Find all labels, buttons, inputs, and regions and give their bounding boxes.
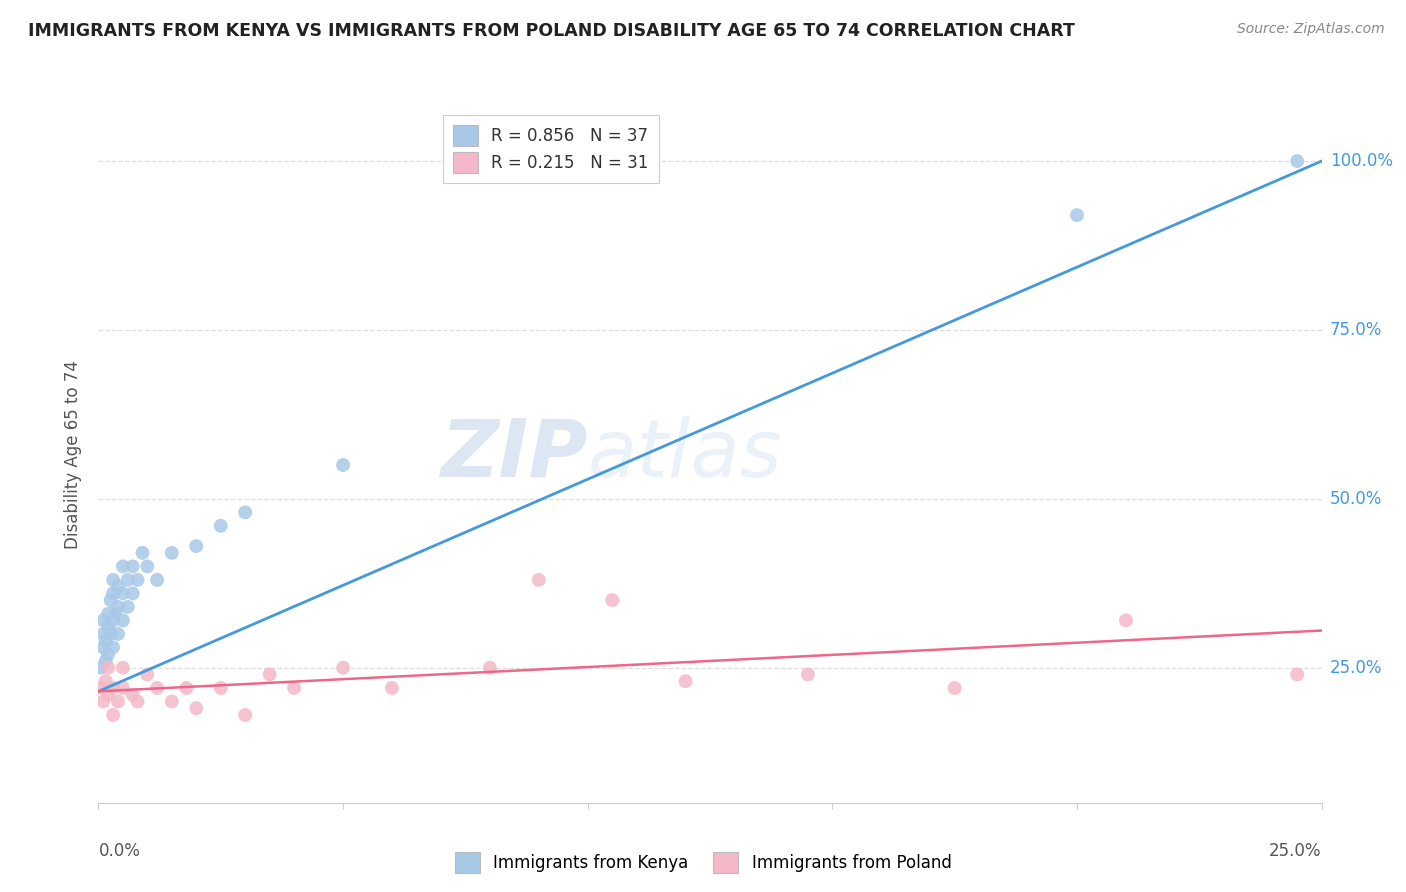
Point [943, 681, 966, 695]
Point [146, 681, 169, 695]
Point [104, 607, 127, 621]
Point [160, 694, 183, 708]
Point [259, 667, 281, 681]
Point [91, 627, 114, 641]
Point [111, 661, 134, 675]
Point [90, 681, 112, 695]
Point [121, 586, 143, 600]
Y-axis label: Disability Age 65 to 74: Disability Age 65 to 74 [65, 360, 83, 549]
Point [1115, 614, 1137, 628]
Point [146, 573, 169, 587]
Point [127, 573, 149, 587]
Point [600, 593, 623, 607]
Point [797, 667, 820, 681]
Point [127, 694, 149, 708]
Point [97, 607, 120, 621]
Point [233, 505, 256, 519]
Point [101, 586, 124, 600]
Text: ZIP: ZIP [440, 416, 588, 494]
Point [332, 661, 354, 675]
Point [283, 681, 305, 695]
Point [100, 593, 122, 607]
Text: IMMIGRANTS FROM KENYA VS IMMIGRANTS FROM POLAND DISABILITY AGE 65 TO 74 CORRELAT: IMMIGRANTS FROM KENYA VS IMMIGRANTS FROM… [28, 22, 1076, 40]
Point [527, 573, 550, 587]
Point [97, 688, 120, 702]
Text: Source: ZipAtlas.com: Source: ZipAtlas.com [1237, 22, 1385, 37]
Point [233, 708, 256, 723]
Point [97, 620, 120, 634]
Point [121, 559, 143, 574]
Point [107, 599, 129, 614]
Point [1286, 667, 1309, 681]
Point [117, 599, 139, 614]
Point [381, 681, 404, 695]
Legend: Immigrants from Kenya, Immigrants from Poland: Immigrants from Kenya, Immigrants from P… [449, 846, 957, 880]
Point [94, 654, 117, 668]
Point [94, 674, 117, 689]
Point [675, 674, 697, 689]
Point [136, 667, 159, 681]
Point [101, 573, 124, 587]
Point [94, 633, 117, 648]
Point [111, 614, 134, 628]
Point [101, 708, 124, 723]
Point [91, 640, 114, 655]
Point [117, 573, 139, 587]
Point [107, 694, 129, 708]
Text: 100.0%: 100.0% [1330, 152, 1393, 170]
Point [100, 627, 122, 641]
Text: 75.0%: 75.0% [1330, 321, 1382, 339]
Point [101, 640, 124, 655]
Point [90, 661, 112, 675]
Point [111, 586, 134, 600]
Point [101, 681, 124, 695]
Point [101, 614, 124, 628]
Text: 50.0%: 50.0% [1330, 490, 1382, 508]
Text: 0.0%: 0.0% [98, 842, 141, 860]
Point [160, 546, 183, 560]
Point [111, 681, 134, 695]
Point [131, 546, 153, 560]
Point [478, 661, 501, 675]
Point [97, 647, 120, 661]
Text: atlas: atlas [588, 416, 783, 494]
Point [1286, 154, 1309, 169]
Point [107, 580, 129, 594]
Point [186, 539, 208, 553]
Point [97, 661, 120, 675]
Point [91, 694, 114, 708]
Point [121, 688, 143, 702]
Point [209, 519, 232, 533]
Point [186, 701, 208, 715]
Text: 25.0%: 25.0% [1330, 658, 1382, 677]
Point [176, 681, 198, 695]
Point [209, 681, 232, 695]
Point [111, 559, 134, 574]
Point [136, 559, 159, 574]
Point [1066, 208, 1088, 222]
Point [91, 614, 114, 628]
Point [107, 627, 129, 641]
Legend: R = 0.856   N = 37, R = 0.215   N = 31: R = 0.856 N = 37, R = 0.215 N = 31 [443, 115, 659, 183]
Text: 25.0%: 25.0% [1270, 842, 1322, 860]
Point [332, 458, 354, 472]
